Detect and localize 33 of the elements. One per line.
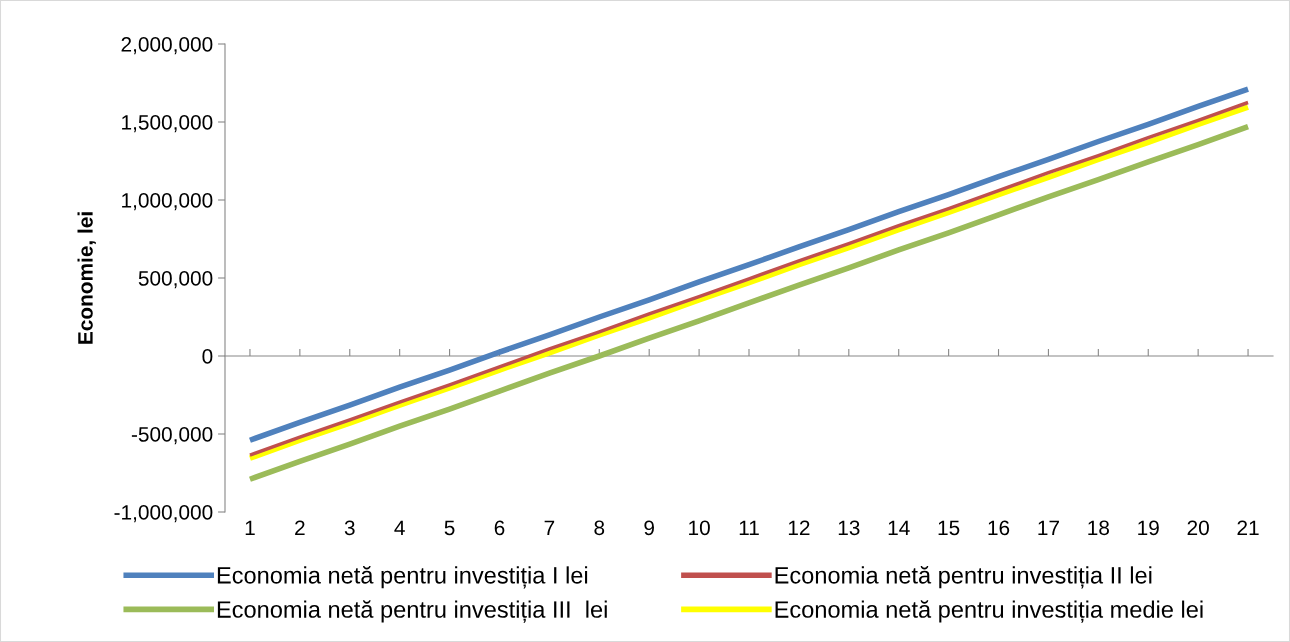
x-tick-label: 18 (1088, 520, 1110, 536)
x-tick-label: 17 (1038, 520, 1059, 535)
x-tick-label: 2 (295, 520, 305, 535)
x-tick-label: 3 (344, 520, 355, 536)
y-tick-label: 1,000,000 (122, 193, 213, 211)
x-tick-label: 13 (838, 520, 860, 536)
x-tick-label: 1 (245, 520, 255, 535)
x-tick-label: 6 (494, 520, 505, 536)
y-tick-label: -500,000 (131, 427, 213, 445)
y-tick-label: 2,000,000 (121, 37, 213, 55)
x-tick-label: 11 (739, 520, 759, 535)
legend-label: Economia netă pentru investiția I lei (217, 566, 588, 589)
x-tick-label: 9 (644, 520, 654, 536)
y-tick-label: 500,000 (138, 271, 213, 289)
y-tick-label: 0 (202, 349, 213, 364)
y-axis-title: Economie, lei (77, 212, 96, 344)
legend-label: Economia netă pentru investiția II lei (775, 566, 1152, 589)
x-tick-label: 7 (544, 520, 555, 535)
x-tick-label: 4 (394, 520, 405, 535)
x-tick-label: 16 (988, 520, 1010, 536)
x-tick-label: 14 (888, 520, 910, 535)
x-tick-label: 15 (938, 520, 960, 536)
x-tick-label: 12 (788, 520, 810, 535)
x-tick-label: 5 (444, 520, 455, 536)
legend-label: Economia netă pentru investiția medie lei (775, 600, 1203, 623)
y-tick-label: -1,000,000 (114, 505, 213, 523)
x-tick-label: 21 (1237, 520, 1259, 535)
x-tick-label: 19 (1138, 520, 1159, 536)
x-tick-label: 20 (1187, 520, 1209, 536)
y-tick-label: 1,500,000 (122, 115, 213, 133)
x-tick-label: 8 (594, 520, 605, 536)
legend-label: Economia netă pentru investiția III lei (217, 600, 607, 623)
x-tick-label: 10 (689, 520, 710, 536)
